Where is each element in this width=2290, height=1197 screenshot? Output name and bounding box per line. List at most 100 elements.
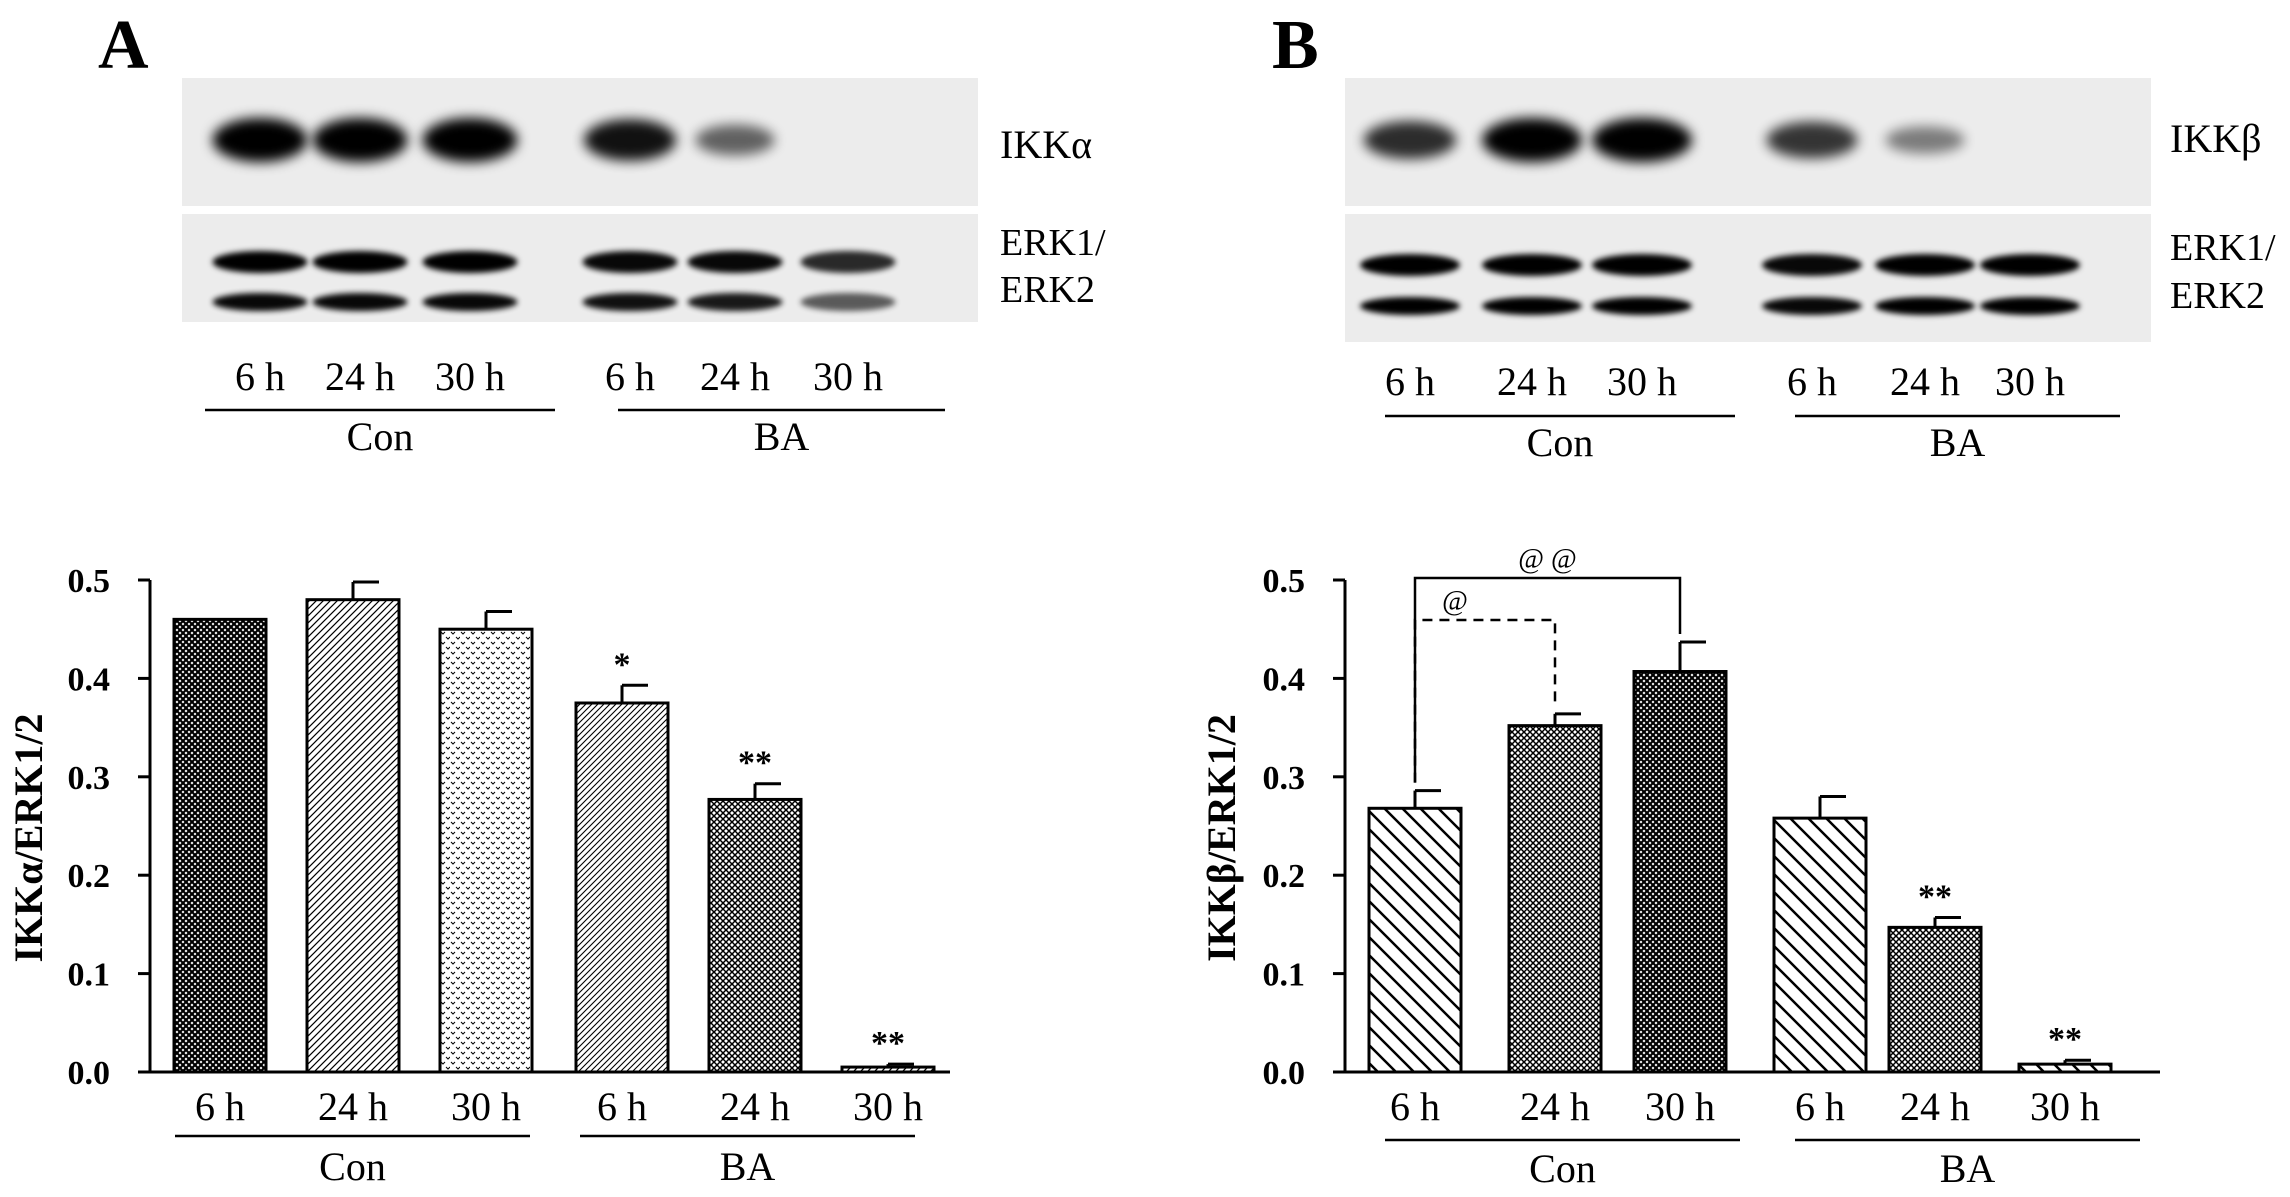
blot-a-group-label: BA (754, 414, 810, 459)
blot-a-erk1-band (582, 251, 678, 273)
blot-a-lane-label: 6 h (605, 354, 655, 399)
blot-a-target-band (583, 119, 677, 161)
blot-a-erk1-label: ERK1/ (1000, 222, 1106, 264)
blot-b-group-label: Con (1527, 420, 1594, 465)
blot-b-group-label: BA (1930, 420, 1986, 465)
blot-a-group-label: Con (347, 414, 414, 459)
blot-b-target-label: IKKβ (2170, 116, 2261, 161)
blot-b-lane-label: 6 h (1385, 359, 1435, 404)
blot-a-erk2-band (212, 293, 308, 311)
blot-a-lane-label: 6 h (235, 354, 285, 399)
blot-b-erk1-label: ERK1/ (2170, 227, 2276, 269)
blot-b-lane-label: 24 h (1890, 359, 1960, 404)
chart-b-group-label: Con (1529, 1146, 1596, 1191)
chart-a-category-label: 24 h (720, 1084, 790, 1129)
chart-a-bar (305, 598, 401, 1074)
blot-a-erk2-band (687, 293, 783, 311)
blot-b-erk2-band (1980, 297, 2080, 315)
blot-a-lane-label: 24 h (325, 354, 395, 399)
blot-a-erk2-band (422, 293, 518, 311)
bar-chart-b: IKKβ/ERK1/2 0.0 0.1 0.2 0.3 0.4 0.5 6 h 24 h 30 … (1199, 544, 2160, 1191)
chart-b-category-label: 6 h (1390, 1084, 1440, 1129)
chart-b-bar (1367, 806, 1463, 1074)
chart-a-y-tick-label: 0.4 (68, 661, 111, 698)
blot-b-erk2-band (1592, 297, 1692, 315)
chart-b-comparison-bracket (1413, 576, 1682, 783)
chart-b-y-tick-label: 0.1 (1263, 957, 1306, 994)
blot-a-erk2-band (800, 293, 896, 311)
chart-a-y-tick-label: 0.2 (68, 858, 111, 895)
blot-b: IKKβ ERK1/ ERK2 6 h 24 h 30 h 6 h 24 h 30 h Co… (1345, 78, 2276, 465)
blot-b-erk1-band (1482, 254, 1582, 276)
blot-b-target-strip (1345, 78, 2151, 206)
chart-b-bar (1887, 925, 1983, 1074)
blot-a: IKKα ERK1/ ERK2 6 h 24 h 30 h 6 h 24 h 30 h Co… (182, 78, 1106, 459)
blot-b-lane-label: 24 h (1497, 359, 1567, 404)
chart-b-group-label: BA (1940, 1146, 1996, 1191)
blot-a-target-band (312, 118, 408, 162)
chart-a-y-tick-label: 0.5 (68, 563, 111, 600)
chart-a-category-label: 30 h (451, 1084, 521, 1129)
chart-a-bar (574, 701, 670, 1074)
blot-a-target-band (422, 118, 518, 162)
chart-a-category-label: 30 h (853, 1084, 923, 1129)
blot-a-erk1-band (422, 251, 518, 273)
blot-b-loading-strip (1345, 214, 2151, 342)
chart-b-y-tick-label: 0.0 (1263, 1055, 1306, 1092)
blot-b-lane-label: 30 h (1607, 359, 1677, 404)
chart-b-y-axis-label: IKKβ/ERK1/2 (1199, 714, 1244, 962)
chart-a-bar (172, 617, 268, 1074)
chart-a-y-tick-label: 0.0 (68, 1055, 111, 1092)
chart-a-group-label: Con (319, 1144, 386, 1189)
blot-b-erk2-label: ERK2 (2170, 275, 2265, 317)
blot-a-erk1-band (800, 251, 896, 273)
chart-b-category-label: 24 h (1900, 1084, 1970, 1129)
blot-b-erk1-band (1592, 254, 1692, 276)
chart-b-y-tick-label: 0.2 (1263, 858, 1306, 895)
blot-a-erk2-band (582, 293, 678, 311)
chart-b-bar (1507, 724, 1603, 1074)
chart-a-y-tick-label: 0.3 (68, 760, 111, 797)
bar-chart-a: IKKα/ERK1/2 0.0 0.1 0.2 0.3 0.4 0.5 6 h 24 h 30 … (6, 563, 950, 1189)
blot-b-target-band (1592, 118, 1692, 162)
blot-b-lane-label: 30 h (1995, 359, 2065, 404)
blot-b-lane-label: 6 h (1787, 359, 1837, 404)
chart-a-category-label: 24 h (318, 1084, 388, 1129)
blot-b-target-band (1482, 118, 1582, 162)
chart-b-y-tick-label: 0.4 (1263, 661, 1306, 698)
blot-a-target-band (212, 118, 308, 162)
blot-b-target-band (1885, 126, 1965, 154)
chart-b-category-label: 24 h (1520, 1084, 1590, 1129)
chart-b-bar (2017, 1062, 2113, 1074)
chart-b-category-label: 30 h (2030, 1084, 2100, 1129)
chart-b-comparison-label: @ @ (1518, 544, 1577, 575)
blot-b-erk2-band (1482, 297, 1582, 315)
chart-b-significance-label: ** (1918, 879, 1952, 916)
blot-b-erk1-band (1875, 254, 1975, 276)
blot-b-erk1-band (1360, 254, 1460, 276)
blot-a-lane-label: 30 h (813, 354, 883, 399)
chart-b-y-tick-label: 0.3 (1263, 760, 1306, 797)
blot-b-erk2-band (1360, 297, 1460, 315)
panel-letter-a: A (98, 7, 149, 84)
chart-b-bar (1632, 670, 1728, 1074)
chart-a-significance-label: ** (871, 1025, 905, 1062)
blot-a-target-band (695, 124, 775, 156)
blot-a-lane-label: 24 h (700, 354, 770, 399)
chart-a-y-axis-label: IKKα/ERK1/2 (6, 713, 51, 962)
blot-b-target-band (1363, 121, 1457, 159)
blot-b-erk1-band (1980, 254, 2080, 276)
chart-b-comparison-bracket (1413, 618, 1557, 783)
chart-a-category-label: 6 h (597, 1084, 647, 1129)
blot-a-erk2-band (312, 293, 408, 311)
blot-a-lane-label: 30 h (435, 354, 505, 399)
chart-b-category-label: 6 h (1795, 1084, 1845, 1129)
blot-a-erk1-band (312, 251, 408, 273)
blot-b-target-band (1766, 121, 1858, 159)
chart-a-group-label: BA (720, 1144, 776, 1189)
chart-a-bar (707, 797, 803, 1074)
blot-b-erk1-band (1762, 254, 1862, 276)
chart-b-category-label: 30 h (1645, 1084, 1715, 1129)
panel-letter-b: B (1272, 7, 1319, 84)
